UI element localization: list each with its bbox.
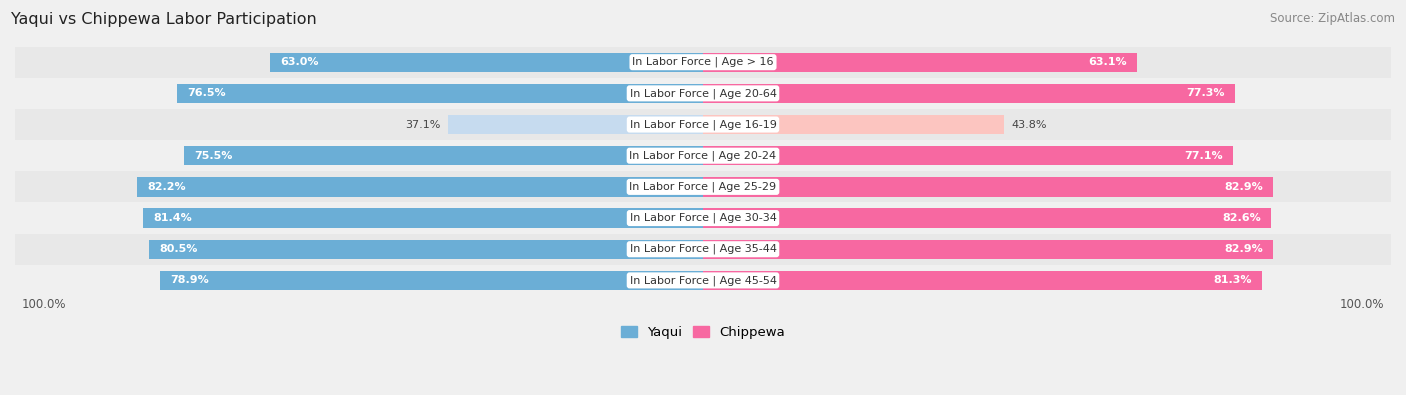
Text: 81.3%: 81.3% — [1213, 275, 1251, 286]
Bar — [703, 239, 1274, 259]
Text: 80.5%: 80.5% — [159, 244, 198, 254]
Bar — [15, 171, 1391, 203]
Bar — [15, 233, 1391, 265]
Text: In Labor Force | Age > 16: In Labor Force | Age > 16 — [633, 57, 773, 68]
Text: Yaqui vs Chippewa Labor Participation: Yaqui vs Chippewa Labor Participation — [11, 12, 316, 27]
Text: In Labor Force | Age 45-54: In Labor Force | Age 45-54 — [630, 275, 776, 286]
Text: 82.9%: 82.9% — [1225, 244, 1263, 254]
Bar — [703, 177, 1274, 197]
Text: Source: ZipAtlas.com: Source: ZipAtlas.com — [1270, 12, 1395, 25]
Bar — [703, 84, 1234, 103]
Bar — [138, 177, 703, 197]
Legend: Yaqui, Chippewa: Yaqui, Chippewa — [616, 320, 790, 344]
Bar — [177, 84, 703, 103]
Bar — [703, 146, 1233, 166]
Text: 100.0%: 100.0% — [1340, 297, 1384, 310]
Bar — [703, 115, 1004, 134]
Text: 82.2%: 82.2% — [148, 182, 187, 192]
Text: 75.5%: 75.5% — [194, 151, 232, 161]
Bar — [143, 209, 703, 228]
Text: In Labor Force | Age 20-24: In Labor Force | Age 20-24 — [630, 150, 776, 161]
Text: 82.9%: 82.9% — [1225, 182, 1263, 192]
Bar — [184, 146, 703, 166]
Text: 63.1%: 63.1% — [1088, 57, 1126, 67]
Text: 37.1%: 37.1% — [405, 120, 441, 130]
Text: 77.1%: 77.1% — [1184, 151, 1223, 161]
Bar — [703, 209, 1271, 228]
Text: 76.5%: 76.5% — [187, 88, 225, 98]
Text: In Labor Force | Age 35-44: In Labor Force | Age 35-44 — [630, 244, 776, 254]
Bar — [15, 140, 1391, 171]
Text: In Labor Force | Age 20-64: In Labor Force | Age 20-64 — [630, 88, 776, 99]
Text: In Labor Force | Age 16-19: In Labor Force | Age 16-19 — [630, 119, 776, 130]
Bar — [15, 109, 1391, 140]
Text: 43.8%: 43.8% — [1011, 120, 1046, 130]
Text: In Labor Force | Age 30-34: In Labor Force | Age 30-34 — [630, 213, 776, 223]
Bar — [15, 78, 1391, 109]
Text: 78.9%: 78.9% — [170, 275, 209, 286]
Bar — [703, 271, 1263, 290]
Bar — [160, 271, 703, 290]
Text: 82.6%: 82.6% — [1222, 213, 1261, 223]
Bar — [447, 115, 703, 134]
Bar — [703, 53, 1137, 72]
Bar — [15, 203, 1391, 233]
Text: 77.3%: 77.3% — [1187, 88, 1225, 98]
Text: In Labor Force | Age 25-29: In Labor Force | Age 25-29 — [630, 182, 776, 192]
Bar — [270, 53, 703, 72]
Bar — [15, 47, 1391, 78]
Text: 81.4%: 81.4% — [153, 213, 193, 223]
Bar — [15, 265, 1391, 296]
Text: 63.0%: 63.0% — [280, 57, 318, 67]
Text: 100.0%: 100.0% — [22, 297, 66, 310]
Bar — [149, 239, 703, 259]
